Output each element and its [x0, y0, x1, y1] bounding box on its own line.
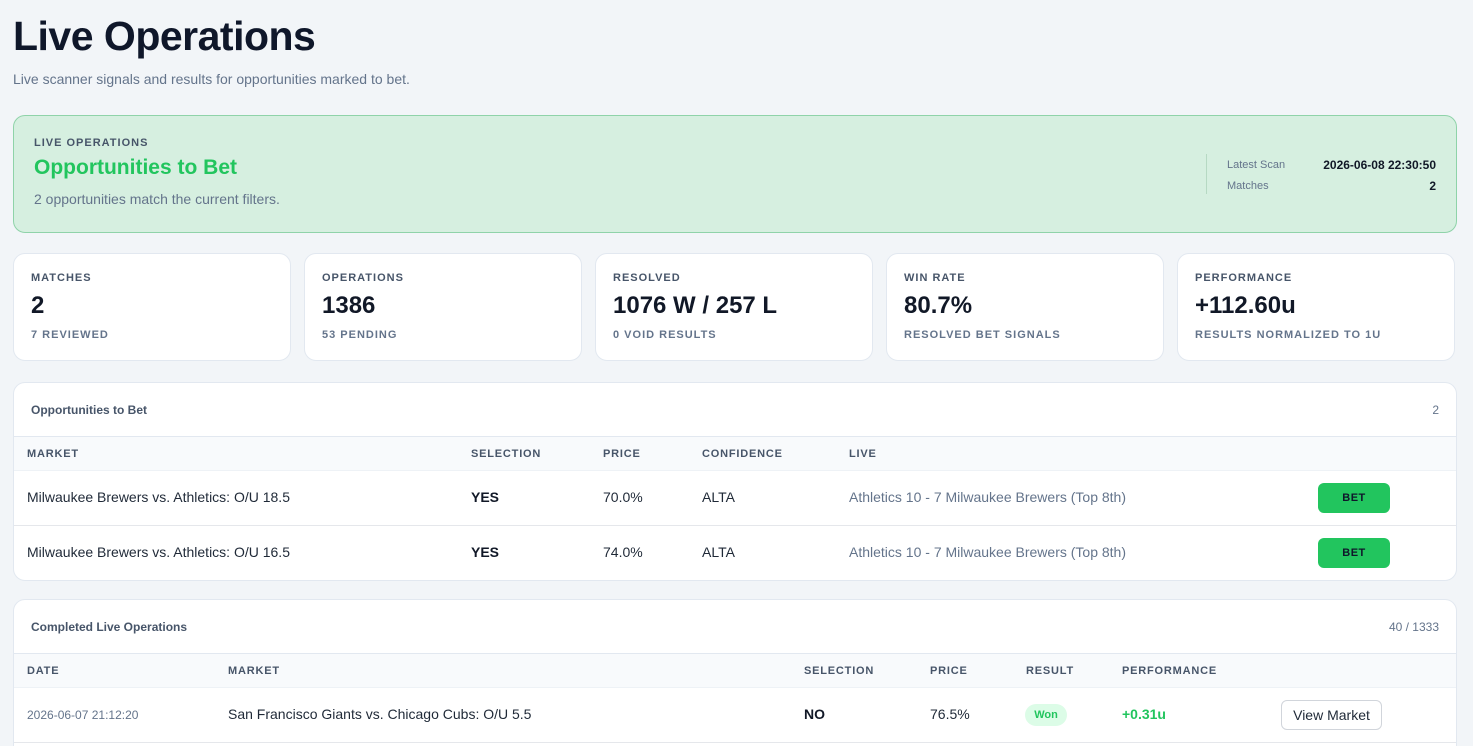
banner-title: Opportunities to Bet: [34, 156, 237, 179]
column-header-performance: PERFORMANCE: [1122, 665, 1217, 677]
confidence-cell: ALTA: [702, 544, 735, 560]
market-cell: Milwaukee Brewers vs. Athletics: O/U 16.…: [27, 544, 290, 560]
stat-card-operations: OPERATIONS 1386 53 PENDING: [304, 253, 582, 361]
table-row: 2026-06-07 21:12:20 San Francisco Giants…: [14, 688, 1456, 743]
scan-meta: Latest Scan 2026-06-08 22:30:50 Matches …: [1206, 154, 1436, 194]
stat-card-win-rate: WIN RATE 80.7% RESOLVED BET SIGNALS: [886, 253, 1164, 361]
panel-header: Opportunities to Bet 2: [14, 383, 1456, 437]
price-cell: 74.0%: [603, 544, 643, 560]
stat-card-performance: PERFORMANCE +112.60u RESULTS NORMALIZED …: [1177, 253, 1455, 361]
stat-label: RESOLVED: [613, 272, 681, 284]
stat-sub: RESOLVED BET SIGNALS: [904, 329, 1061, 341]
bet-button[interactable]: BET: [1318, 538, 1390, 568]
banner-eyebrow: LIVE OPERATIONS: [34, 137, 149, 149]
panel-title: Completed Live Operations: [31, 620, 188, 634]
market-cell: Milwaukee Brewers vs. Athletics: O/U 18.…: [27, 489, 290, 505]
stat-value: 80.7%: [904, 292, 973, 319]
market-cell: San Francisco Giants vs. Chicago Cubs: O…: [228, 706, 532, 722]
column-header-live: LIVE: [849, 448, 877, 460]
price-cell: 70.0%: [603, 489, 643, 505]
column-header-price: PRICE: [603, 448, 641, 460]
date-cell: 2026-06-07 21:12:20: [27, 708, 139, 722]
performance-cell: +0.31u: [1122, 706, 1166, 722]
column-header-selection: SELECTION: [471, 448, 542, 460]
table-header: MARKET SELECTION PRICE CONFIDENCE LIVE: [14, 437, 1456, 471]
selection-cell: YES: [471, 544, 500, 560]
selection-cell: YES: [471, 489, 500, 505]
column-header-market: MARKET: [228, 665, 280, 677]
panel-header: Completed Live Operations 40 / 1333: [14, 600, 1456, 654]
column-header-confidence: CONFIDENCE: [702, 448, 783, 460]
stat-sub: 7 REVIEWED: [31, 329, 109, 341]
stat-value: 2: [31, 292, 45, 319]
stat-sub: 53 PENDING: [322, 329, 398, 341]
column-header-price: PRICE: [930, 665, 968, 677]
column-header-selection: SELECTION: [804, 665, 875, 677]
panel-count: 40 / 1333: [1388, 620, 1439, 634]
banner-description: 2 opportunities match the current filter…: [34, 191, 280, 207]
latest-scan-row: Latest Scan 2026-06-08 22:30:50: [1227, 154, 1436, 175]
matches-value: 2: [1429, 178, 1436, 193]
column-header-date: DATE: [27, 665, 60, 677]
result-badge: Won: [1025, 704, 1067, 726]
stats-row: MATCHES 2 7 REVIEWED OPERATIONS 1386 53 …: [13, 253, 1457, 361]
bet-button[interactable]: BET: [1318, 483, 1390, 513]
live-score-cell: Athletics 10 - 7 Milwaukee Brewers (Top …: [849, 544, 1126, 560]
stat-value: 1076 W / 257 L: [613, 292, 778, 319]
page-title: Live Operations: [13, 13, 316, 59]
opportunities-panel: Opportunities to Bet 2 MARKET SELECTION …: [13, 382, 1457, 581]
opportunities-banner: LIVE OPERATIONS Opportunities to Bet 2 o…: [13, 115, 1457, 233]
column-header-market: MARKET: [27, 448, 79, 460]
panel-title: Opportunities to Bet: [31, 403, 147, 417]
matches-row: Matches 2: [1227, 175, 1436, 196]
panel-count: 2: [1432, 403, 1439, 417]
table-row: Milwaukee Brewers vs. Athletics: O/U 18.…: [14, 471, 1456, 526]
table-header: DATE MARKET SELECTION PRICE RESULT PERFO…: [14, 654, 1456, 688]
price-cell: 76.5%: [930, 706, 970, 722]
matches-label: Matches: [1227, 179, 1269, 192]
stat-sub: RESULTS NORMALIZED TO 1U: [1195, 329, 1382, 341]
stat-label: MATCHES: [31, 272, 92, 284]
selection-cell: NO: [804, 706, 825, 722]
stat-label: OPERATIONS: [322, 272, 404, 284]
stat-label: WIN RATE: [904, 272, 966, 284]
stat-label: PERFORMANCE: [1195, 272, 1293, 284]
stat-card-resolved: RESOLVED 1076 W / 257 L 0 VOID RESULTS: [595, 253, 873, 361]
table-row: Milwaukee Brewers vs. Athletics: O/U 16.…: [14, 526, 1456, 580]
stat-value: +112.60u: [1195, 292, 1296, 319]
stat-card-matches: MATCHES 2 7 REVIEWED: [13, 253, 291, 361]
stat-value: 1386: [322, 292, 376, 319]
confidence-cell: ALTA: [702, 489, 735, 505]
stat-sub: 0 VOID RESULTS: [613, 329, 717, 341]
latest-scan-value: 2026-06-08 22:30:50: [1323, 157, 1436, 172]
latest-scan-label: Latest Scan: [1227, 158, 1286, 171]
view-market-button[interactable]: View Market: [1281, 700, 1382, 730]
completed-operations-panel: Completed Live Operations 40 / 1333 DATE…: [13, 599, 1457, 746]
column-header-result: RESULT: [1026, 665, 1074, 677]
live-score-cell: Athletics 10 - 7 Milwaukee Brewers (Top …: [849, 489, 1126, 505]
page-subtitle: Live scanner signals and results for opp…: [13, 71, 410, 87]
